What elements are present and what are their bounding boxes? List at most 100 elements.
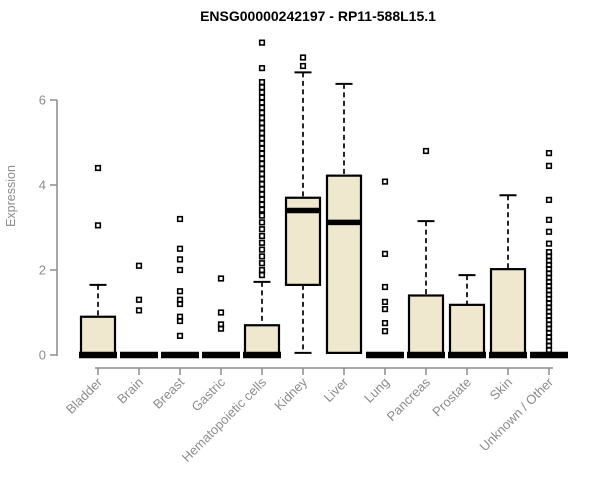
box-lung	[366, 178, 404, 359]
box-rect	[325, 174, 363, 354]
x-category-label: Brain	[114, 375, 146, 407]
outlier-point	[381, 178, 389, 185]
outlier-point	[176, 256, 184, 263]
median-line	[327, 219, 361, 226]
box-brain	[120, 262, 158, 359]
outlier-point	[545, 346, 553, 354]
median-line	[243, 351, 281, 359]
outlier-point	[176, 266, 184, 274]
outlier-point	[258, 104, 266, 111]
x-category-label: Pancreas	[384, 374, 434, 424]
outlier-point	[176, 300, 184, 308]
outlier-point	[258, 140, 266, 147]
x-category-label: Prostate	[429, 375, 474, 420]
outlier-point	[176, 288, 184, 295]
outlier-point	[258, 130, 266, 137]
outlier-point	[545, 196, 553, 203]
outlier-point	[258, 253, 266, 260]
outlier-point	[258, 239, 266, 246]
median-line	[448, 351, 486, 359]
x-category-label: Gastric	[188, 374, 228, 414]
box-bladder	[79, 164, 117, 359]
outlier-point	[545, 240, 553, 247]
outlier-point	[258, 232, 266, 240]
outlier-point	[217, 275, 225, 282]
outlier-point	[135, 262, 143, 269]
median-line	[79, 351, 117, 359]
outlier-point	[258, 191, 266, 198]
outlier-point	[258, 271, 266, 279]
outlier-point	[258, 84, 266, 91]
box-hematopoietic-cells	[243, 39, 281, 359]
outlier-point	[381, 283, 389, 291]
x-category-label: Kidney	[271, 374, 310, 413]
outlier-point	[258, 155, 266, 162]
outlier-point	[258, 114, 266, 121]
outlier-point	[258, 119, 266, 127]
median-line	[407, 351, 445, 359]
outlier-point	[135, 296, 143, 303]
outlier-point	[258, 196, 266, 203]
outlier-point	[258, 145, 266, 152]
outlier-point	[258, 160, 266, 167]
median-line	[366, 351, 404, 359]
outlier-point	[258, 79, 266, 86]
median-line	[120, 351, 158, 359]
y-tick-label: 6	[39, 93, 46, 108]
outlier-point	[258, 94, 266, 101]
box-rect	[448, 303, 486, 357]
outlier-point	[94, 222, 102, 229]
box-kidney	[284, 54, 322, 354]
box-skin	[489, 194, 527, 359]
outlier-point	[545, 162, 553, 169]
outlier-point	[258, 175, 266, 183]
outlier-point	[258, 219, 266, 226]
box-pancreas	[407, 147, 445, 359]
x-category-label: Lung	[361, 375, 392, 406]
outlier-point	[176, 215, 184, 223]
outlier-point	[258, 206, 266, 213]
outlier-point	[258, 226, 266, 233]
outlier-point	[258, 135, 266, 142]
outlier-point	[176, 317, 184, 325]
outlier-point	[381, 298, 389, 305]
y-axis-label: Expression	[4, 165, 18, 227]
outlier-point	[422, 147, 430, 155]
y-tick-label: 4	[39, 178, 46, 193]
outlier-point	[545, 150, 553, 157]
median-line	[286, 207, 320, 214]
outlier-point	[258, 212, 266, 219]
outlier-point	[176, 332, 184, 339]
box-rect	[79, 315, 117, 357]
outlier-point	[381, 250, 389, 257]
box-gastric	[202, 275, 240, 359]
box-unknown-other	[530, 150, 568, 359]
outlier-point	[258, 99, 266, 106]
outlier-point	[258, 266, 266, 274]
outlier-point	[258, 39, 266, 46]
x-category-label: Liver	[321, 374, 352, 405]
outlier-point	[258, 89, 266, 96]
outlier-point	[258, 150, 266, 157]
x-category-label: Breast	[150, 374, 187, 411]
outlier-point	[135, 307, 143, 314]
outlier-point	[258, 65, 266, 72]
outlier-point	[258, 260, 266, 267]
plot-area	[79, 39, 568, 359]
outlier-point	[299, 54, 307, 61]
chart-title: ENSG00000242197 - RP11-588L15.1	[200, 8, 436, 24]
outlier-point	[217, 325, 225, 332]
outlier-point	[381, 328, 389, 335]
outlier-point	[94, 164, 102, 172]
box-liver	[325, 82, 363, 354]
outlier-point	[258, 186, 266, 193]
outlier-point	[258, 124, 266, 132]
median-line	[489, 351, 527, 359]
outlier-point	[258, 109, 266, 116]
median-line	[202, 351, 240, 359]
y-tick-label: 0	[39, 348, 46, 363]
median-line	[161, 351, 199, 359]
outlier-point	[299, 62, 307, 70]
